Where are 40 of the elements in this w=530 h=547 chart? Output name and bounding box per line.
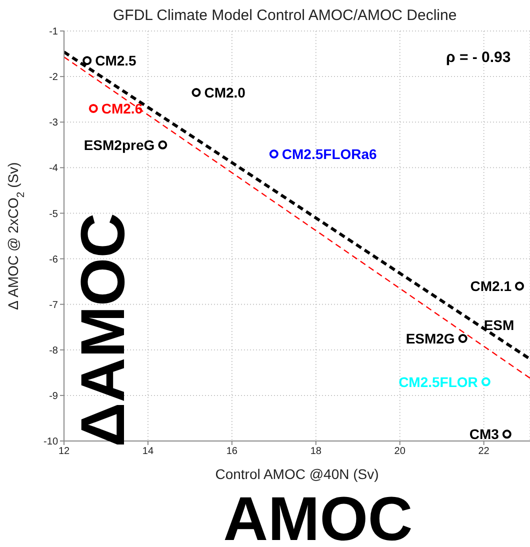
point bbox=[458, 334, 468, 343]
series-label: CM2.1 bbox=[470, 278, 512, 294]
series-label: CM2.5FLORa6 bbox=[282, 146, 378, 162]
series-label: CM3 bbox=[469, 426, 500, 442]
y-tick-label: -5 bbox=[49, 208, 58, 220]
point bbox=[158, 140, 168, 150]
annotation: ESM bbox=[484, 316, 514, 333]
x-tick-label: 18 bbox=[310, 446, 322, 458]
series-label: CM2.0 bbox=[204, 84, 246, 100]
y-tick-label: -9 bbox=[49, 390, 58, 402]
x-tick-label: 20 bbox=[394, 446, 406, 458]
series-label: ESM2G bbox=[406, 330, 455, 346]
x-axis-title: Control AMOC @40N (Sv) bbox=[215, 466, 379, 482]
x-tick-label: 14 bbox=[142, 446, 154, 458]
x-tick-label: 16 bbox=[226, 446, 238, 458]
annotation: ΔAMOC bbox=[69, 213, 138, 447]
y-tick-label: -7 bbox=[49, 300, 58, 311]
point bbox=[481, 377, 490, 386]
y-tick-label: -6 bbox=[49, 254, 58, 266]
y-tick-label: -1 bbox=[49, 26, 58, 38]
y-tick-label: -2 bbox=[49, 72, 58, 84]
point bbox=[192, 88, 201, 97]
y-tick-label: -8 bbox=[49, 345, 58, 356]
annotation: ρ = - 0.93 bbox=[446, 49, 511, 66]
y-tick-label: -10 bbox=[44, 436, 58, 448]
series-label: CM2.6 bbox=[101, 100, 143, 116]
series-label: ESM2preG bbox=[84, 136, 155, 153]
x-tick-label: 12 bbox=[58, 446, 70, 458]
y-tick-label: -3 bbox=[49, 118, 58, 129]
text: AMOC bbox=[223, 485, 413, 547]
point bbox=[82, 56, 92, 66]
chart-title: GFDL Climate Model Control AMOC/AMOC Decline bbox=[113, 7, 457, 24]
point bbox=[269, 150, 278, 158]
point bbox=[502, 430, 512, 439]
point bbox=[515, 282, 524, 291]
series-label: CM2.5 bbox=[95, 52, 137, 69]
series-label: CM2.5FLOR bbox=[398, 374, 478, 390]
x-tick-label: 22 bbox=[478, 446, 490, 458]
point bbox=[88, 104, 98, 113]
y-tick-label: -4 bbox=[49, 163, 58, 174]
